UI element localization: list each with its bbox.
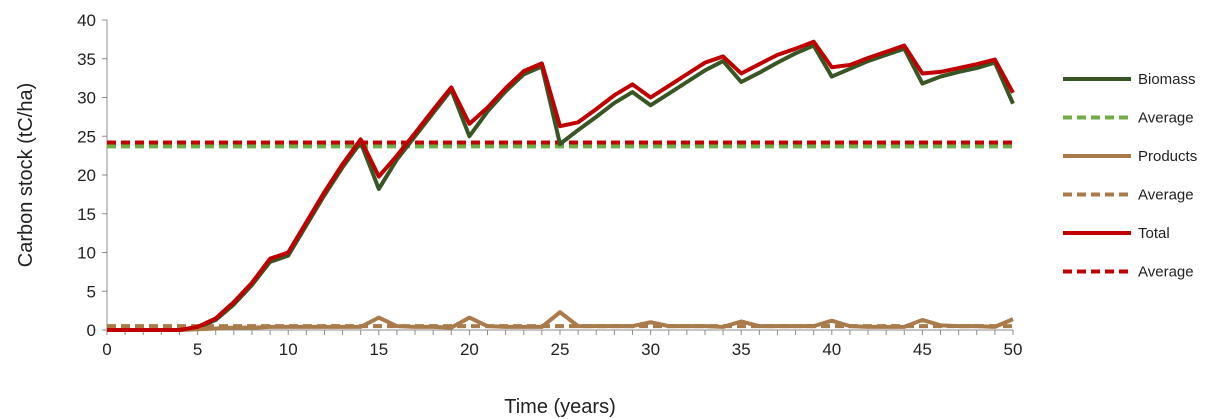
y-tick-label: 10 [77,244,96,263]
x-tick-label: 30 [641,340,660,359]
y-tick-label: 40 [77,11,96,30]
x-tick-label: 35 [732,340,751,359]
chart-axes: 0 5 10 15 20 25 30 35 40 0 5 10 15 20 25 30 35 40 45 50 [77,11,1022,359]
y-tick-label: 0 [87,321,96,340]
x-tick-label: 5 [193,340,202,359]
x-tick-label: 25 [551,340,570,359]
y-tick-label: 5 [87,282,96,301]
x-tick-label: 50 [1004,340,1023,359]
series-line-products [107,310,1014,332]
plot-area [107,39,1015,332]
x-axis-title: Time (years) [504,396,615,418]
x-tick-label: 40 [822,340,841,359]
legend-label: Average [1138,264,1194,281]
y-tick-label: 35 [77,50,96,69]
legend-label: Average [1138,187,1194,204]
y-tick-label: 25 [77,127,96,146]
y-tick-label: 20 [77,166,96,185]
series-line-total [107,39,1015,332]
x-tick-label: 10 [279,340,298,359]
legend-label: Biomass [1138,71,1196,88]
legend-label: Total [1138,225,1170,242]
y-axis-title: Carbon stock (tC/ha) [15,83,37,268]
x-tick-label: 0 [102,340,111,359]
legend-label: Products [1138,148,1197,165]
legend: Biomass Average Products Average Total Averag… [1063,71,1197,281]
y-tick-label: 30 [77,89,96,108]
series-line-biomass [107,43,1015,332]
legend-label: Average [1138,110,1194,127]
x-tick-label: 20 [460,340,479,359]
x-tick-label: 45 [913,340,932,359]
y-tick-label: 15 [77,205,96,224]
x-tick-label: 15 [369,340,388,359]
